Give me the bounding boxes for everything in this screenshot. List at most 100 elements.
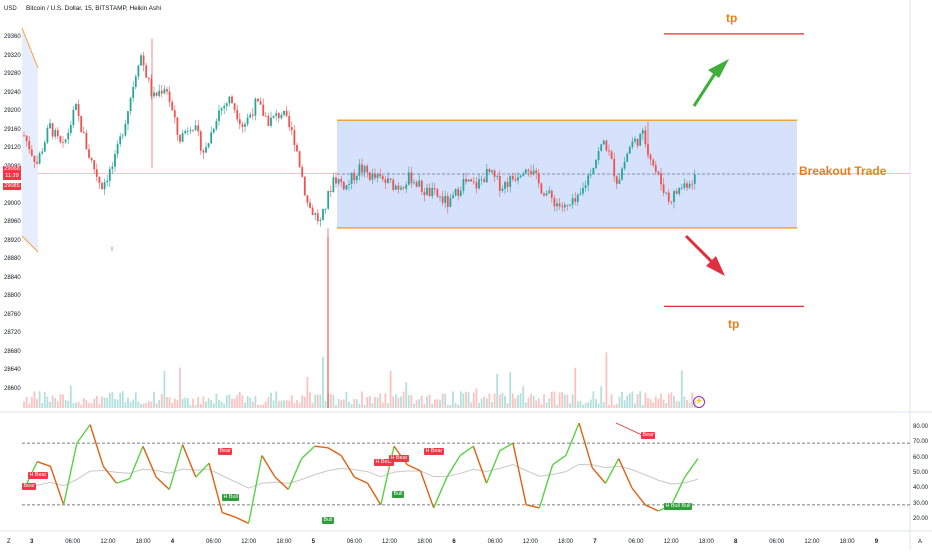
candle-body (374, 173, 376, 178)
candle-body (600, 144, 603, 151)
volume-bar (267, 397, 270, 408)
candle-body (147, 77, 150, 79)
volume-bar (485, 398, 488, 408)
volume-bar (257, 404, 259, 408)
divergence-tag-h-bear: H Bear (374, 459, 394, 466)
volume-bar (140, 404, 142, 408)
volume-bar (298, 402, 301, 408)
candle-body (332, 177, 335, 192)
auto-scale-button[interactable]: A (918, 539, 923, 545)
volume-bar (319, 394, 322, 408)
price-tick: 28640 (4, 367, 21, 374)
price-tick: 29160 (4, 126, 21, 133)
volume-bar (290, 395, 293, 408)
volume-bar (150, 401, 153, 408)
volume-bar (361, 391, 363, 408)
time-tick: 06:00 (346, 539, 362, 545)
candle-body (23, 135, 25, 137)
candle-body (262, 104, 265, 116)
volume-bar (589, 399, 592, 408)
time-tick: 5 (311, 539, 315, 545)
candle-body (158, 90, 161, 96)
price-tick: 28920 (4, 237, 21, 244)
volume-bar (41, 402, 44, 408)
candle-body (225, 103, 228, 107)
candle-body (316, 213, 319, 221)
volume-bar (470, 402, 473, 408)
volume-bar (249, 397, 252, 408)
candle-body (272, 115, 275, 118)
candle-body (124, 123, 127, 136)
oscillator-segment (314, 445, 329, 449)
candle-body (483, 179, 486, 183)
candle-body (561, 206, 564, 208)
candle-body (207, 143, 210, 148)
volume-bar (550, 392, 553, 408)
candle-body (381, 176, 384, 180)
candle-body (197, 125, 200, 132)
candle-body (103, 182, 106, 190)
timezone-button[interactable]: Z (7, 539, 11, 545)
time-tick: 18:00 (558, 539, 574, 545)
volume-bar (54, 398, 57, 408)
candle-body (626, 153, 629, 162)
candle-body (173, 110, 176, 118)
candle-body (218, 110, 220, 122)
volume-bar (436, 399, 439, 408)
divergence-tag-h-bear: H Bear (28, 472, 48, 479)
candle-body (166, 89, 168, 92)
oscillator-segment (472, 445, 488, 484)
oscillator-segment (181, 444, 197, 478)
candle-body (397, 185, 400, 190)
candle-body (465, 179, 467, 182)
candle-body (574, 198, 577, 202)
volume-bar (522, 386, 525, 408)
volume-bar (597, 403, 600, 408)
volume-bar (592, 391, 595, 408)
volume-bar (329, 393, 332, 408)
oscillator-segment (538, 464, 554, 509)
candle-body (608, 150, 610, 152)
time-tick: 12:00 (382, 539, 398, 545)
volume-bar (207, 398, 210, 408)
volume-bar (623, 400, 626, 408)
volume-bar (119, 392, 122, 408)
volume-bar (82, 398, 85, 408)
candle-body (462, 179, 465, 191)
left-range-fill (22, 28, 38, 252)
candle-body (210, 132, 213, 144)
candle-body (688, 183, 691, 188)
volume-bar (69, 385, 72, 408)
candle-body (361, 164, 363, 173)
time-tick: 12:00 (241, 539, 257, 545)
candle-body (644, 130, 647, 145)
volume-bar (153, 391, 155, 408)
volume-bar (678, 401, 681, 408)
candle-body (314, 213, 317, 215)
volume-bar (75, 402, 77, 408)
lightning-icon[interactable]: ⚡ (693, 396, 705, 408)
candle-body (337, 179, 340, 184)
time-tick: 12:00 (522, 539, 538, 545)
candle-body (202, 150, 205, 153)
volume-bar (561, 392, 564, 408)
volume-bar (543, 394, 545, 408)
candle-body (111, 166, 114, 169)
volume-bar (316, 394, 319, 408)
candle-body (69, 125, 72, 133)
candle-body (498, 175, 501, 191)
volume-bar (98, 403, 101, 408)
left-range-bottom (21, 235, 39, 253)
volume-bar (491, 402, 493, 408)
volume-bar (446, 404, 449, 408)
volume-bar (93, 398, 96, 408)
symbol-title: Bitcoin / U.S. Dollar, 15, BITSTAMP, Hei… (26, 5, 162, 12)
candle-body (509, 176, 512, 187)
volume-bar (51, 395, 54, 408)
time-tick: 06:00 (206, 539, 222, 545)
volume-bar (285, 400, 288, 408)
candle-body (324, 208, 327, 210)
candle-body (56, 130, 59, 137)
candle-body (82, 132, 85, 133)
oscillator-tick: 40.00 (913, 485, 929, 492)
